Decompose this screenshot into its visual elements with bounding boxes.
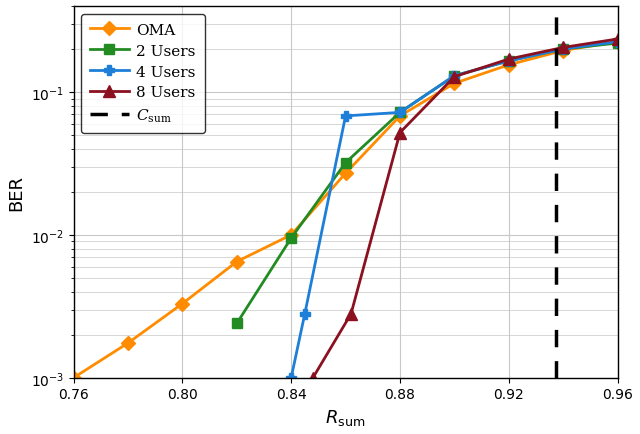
Line: 8 Users: 8 Users: [307, 34, 623, 384]
2 Users: [451, 74, 458, 79]
4 Users: [287, 375, 295, 381]
2 Users: [287, 236, 295, 241]
8 Users: [451, 75, 458, 80]
X-axis label: $R_{\mathrm{sum}}$: $R_{\mathrm{sum}}$: [326, 407, 365, 427]
Line: 4 Users: 4 Users: [286, 38, 623, 383]
OMA: [451, 82, 458, 87]
4 Users: [301, 312, 308, 317]
8 Users: [559, 46, 567, 51]
OMA: [396, 114, 404, 119]
OMA: [505, 63, 513, 68]
2 Users: [396, 111, 404, 116]
Line: OMA: OMA: [68, 38, 623, 383]
4 Users: [342, 114, 349, 119]
2 Users: [614, 41, 621, 46]
Y-axis label: BER: BER: [7, 174, 25, 210]
8 Users: [396, 131, 404, 136]
Legend: OMA, 2 Users, 4 Users, 8 Users, $C_{\mathrm{sum}}$: OMA, 2 Users, 4 Users, 8 Users, $C_{\mat…: [81, 15, 205, 134]
OMA: [233, 260, 241, 265]
4 Users: [559, 47, 567, 53]
8 Users: [505, 57, 513, 62]
4 Users: [505, 59, 513, 64]
OMA: [559, 49, 567, 54]
4 Users: [614, 40, 621, 45]
8 Users: [614, 37, 621, 43]
OMA: [614, 40, 621, 45]
4 Users: [396, 111, 404, 116]
8 Users: [309, 375, 317, 381]
OMA: [287, 233, 295, 238]
OMA: [179, 301, 186, 306]
2 Users: [559, 47, 567, 53]
4 Users: [451, 74, 458, 79]
Line: 2 Users: 2 Users: [232, 39, 623, 329]
2 Users: [505, 59, 513, 64]
OMA: [70, 375, 77, 381]
OMA: [124, 341, 132, 346]
2 Users: [233, 321, 241, 326]
OMA: [342, 171, 349, 177]
2 Users: [342, 161, 349, 166]
8 Users: [347, 312, 355, 317]
